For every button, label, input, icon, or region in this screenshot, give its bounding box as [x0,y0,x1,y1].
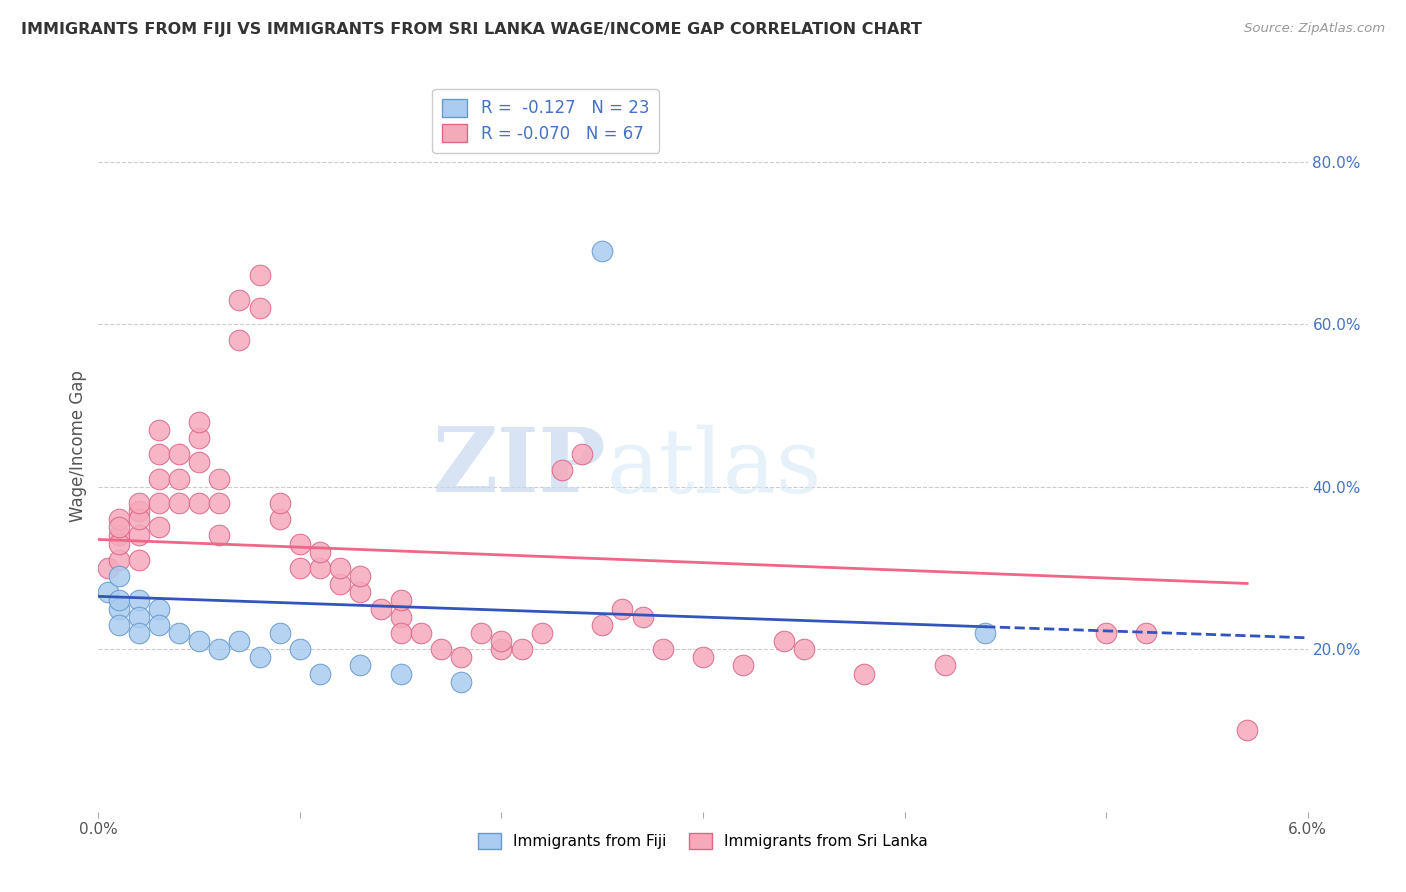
Point [329,577,352,591]
Point [309,561,332,575]
Point [128,504,150,518]
Legend: Immigrants from Fiji, Immigrants from Sri Lanka: Immigrants from Fiji, Immigrants from Sr… [472,827,934,855]
Point [288,536,311,550]
Point [208,471,231,485]
Point [772,634,794,648]
Point [128,553,150,567]
Point [228,634,250,648]
Point [128,609,150,624]
Point [934,658,956,673]
Point [128,512,150,526]
Point [269,496,291,510]
Point [107,528,129,542]
Point [309,666,332,681]
Point [148,496,170,510]
Point [1135,626,1157,640]
Point [148,601,170,615]
Point [167,496,190,510]
Point [249,650,271,665]
Point [208,642,231,657]
Point [107,536,129,550]
Point [631,609,654,624]
Point [450,650,472,665]
Point [612,601,634,615]
Y-axis label: Wage/Income Gap: Wage/Income Gap [69,370,87,522]
Point [692,650,714,665]
Point [148,447,170,461]
Point [409,626,432,640]
Point [470,626,492,640]
Point [167,471,190,485]
Point [128,496,150,510]
Point [107,520,129,534]
Point [128,528,150,542]
Point [188,496,211,510]
Point [1236,723,1258,738]
Point [97,585,120,599]
Point [389,666,412,681]
Point [148,471,170,485]
Point [208,528,231,542]
Point [349,658,371,673]
Point [188,415,211,429]
Text: IMMIGRANTS FROM FIJI VS IMMIGRANTS FROM SRI LANKA WAGE/INCOME GAP CORRELATION CH: IMMIGRANTS FROM FIJI VS IMMIGRANTS FROM … [21,22,922,37]
Point [249,301,271,315]
Point [107,617,129,632]
Point [651,642,673,657]
Point [329,561,352,575]
Point [148,520,170,534]
Point [107,512,129,526]
Point [591,617,613,632]
Point [591,244,613,258]
Point [853,666,876,681]
Point [148,617,170,632]
Point [288,642,311,657]
Point [389,593,412,607]
Point [974,626,997,640]
Point [269,626,291,640]
Point [228,334,250,348]
Point [269,512,291,526]
Point [491,642,513,657]
Point [571,447,593,461]
Point [208,496,231,510]
Point [309,544,332,558]
Point [128,626,150,640]
Point [167,447,190,461]
Point [228,293,250,307]
Point [389,626,412,640]
Point [128,593,150,607]
Point [450,674,472,689]
Point [349,569,371,583]
Point [793,642,815,657]
Point [551,463,574,477]
Point [389,609,412,624]
Point [733,658,755,673]
Point [107,601,129,615]
Point [148,423,170,437]
Point [491,634,513,648]
Point [107,553,129,567]
Text: ZIP: ZIP [433,425,606,511]
Point [188,634,211,648]
Point [188,455,211,469]
Point [430,642,453,657]
Point [530,626,553,640]
Point [167,626,190,640]
Point [107,569,129,583]
Point [97,561,120,575]
Point [349,585,371,599]
Point [510,642,533,657]
Point [107,593,129,607]
Point [370,601,392,615]
Point [188,431,211,445]
Text: atlas: atlas [606,425,821,512]
Point [288,561,311,575]
Text: Source: ZipAtlas.com: Source: ZipAtlas.com [1244,22,1385,36]
Point [249,268,271,283]
Point [1095,626,1118,640]
